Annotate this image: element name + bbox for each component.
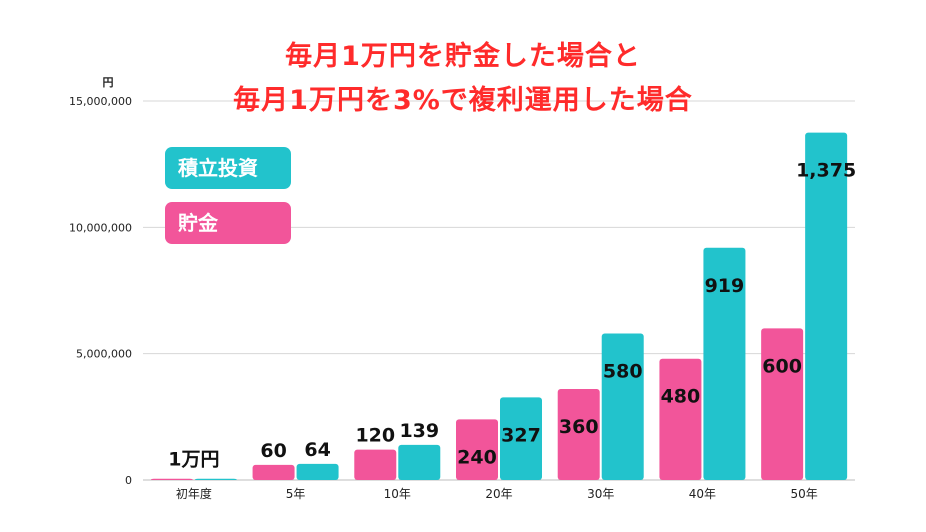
data-label-saving: 60 xyxy=(260,440,286,462)
data-label-saving: 240 xyxy=(457,446,497,468)
invest-bar xyxy=(398,444,441,480)
saving-bar xyxy=(252,464,295,480)
legend-item-saving: 貯金 xyxy=(165,202,291,244)
y-tick-label: 0 xyxy=(125,474,132,487)
data-label-saving: 1万円 xyxy=(168,449,219,471)
y-tick-label: 15,000,000 xyxy=(69,95,132,108)
x-tick-label: 30年 xyxy=(587,487,614,501)
saving-bar xyxy=(557,389,600,480)
x-axis: 初年度 5年 10年 20年 30年 40年 50年 xyxy=(176,486,818,501)
saving-bar xyxy=(659,358,702,480)
chart-title-line-1: 毎月1万円を貯金した場合と xyxy=(285,41,641,72)
data-label-saving: 360 xyxy=(559,416,599,438)
data-label-invest: 1,375 xyxy=(796,160,856,182)
legend-item-invest: 積立投資 xyxy=(165,147,291,189)
bars xyxy=(150,132,848,481)
saving-bar xyxy=(150,478,193,480)
invest-bar xyxy=(703,247,746,480)
saving-bar xyxy=(761,328,804,480)
data-label-invest: 919 xyxy=(705,275,745,297)
saving-bar xyxy=(456,419,498,480)
data-label-invest: 580 xyxy=(603,360,643,382)
x-tick-label: 20年 xyxy=(485,487,512,501)
saving-bar xyxy=(354,449,397,480)
data-label-invest: 64 xyxy=(304,439,330,461)
invest-bar xyxy=(194,478,237,480)
invest-bar xyxy=(601,333,644,480)
invest-bar xyxy=(805,132,848,481)
x-tick-label: 10年 xyxy=(384,487,411,501)
x-tick-label: 40年 xyxy=(689,487,716,501)
data-label-saving: 480 xyxy=(661,386,701,408)
y-axis-unit-label: 円 xyxy=(103,76,114,89)
x-tick-label: 5年 xyxy=(286,487,306,501)
y-tick-label: 5,000,000 xyxy=(76,348,132,361)
x-tick-label: 50年 xyxy=(791,487,818,501)
x-tick-label: 初年度 xyxy=(176,486,212,501)
data-label-invest: 139 xyxy=(399,420,439,442)
invest-bar xyxy=(296,463,339,480)
invest-bar xyxy=(500,397,542,480)
data-label-saving: 120 xyxy=(355,425,395,447)
data-label-invest: 327 xyxy=(501,424,541,446)
data-label-saving: 600 xyxy=(762,355,802,377)
y-axis: 0 5,000,000 10,000,000 15,000,000 円 xyxy=(69,76,132,487)
chart-title-line-2: 毎月1万円を3%で複利運用した場合 xyxy=(233,85,693,116)
y-tick-label: 10,000,000 xyxy=(69,221,132,234)
